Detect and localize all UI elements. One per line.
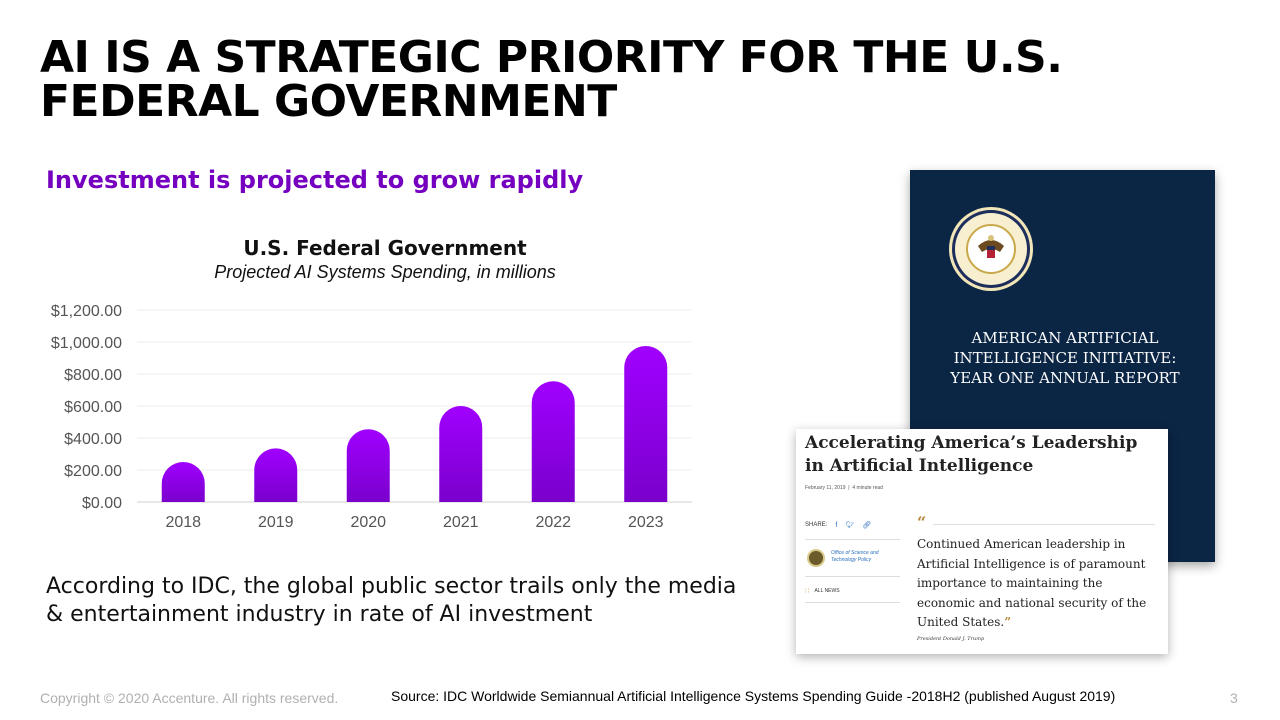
y-tick-label: $0.00 [82, 495, 122, 512]
divider [805, 539, 900, 540]
page-number: 3 [1230, 690, 1238, 706]
grid-icon: ∷ [805, 588, 810, 595]
y-tick-label: $200.00 [64, 463, 122, 480]
bar-2023 [624, 346, 668, 502]
article-date-text: February 11, 2019 [805, 485, 846, 491]
x-tick-label: 2022 [535, 514, 571, 531]
slide-caption: According to IDC, the global public sect… [46, 574, 737, 627]
x-tick-label: 2023 [628, 514, 664, 531]
slide-subtitle: Investment is projected to grow rapidly [46, 166, 584, 194]
article-card-image: Accelerating America’s Leadership in Art… [796, 429, 1168, 654]
report-title: AMERICAN ARTIFICIAL INTELLIGENCE INITIAT… [950, 329, 1180, 387]
article-read-time: 4 minute read [852, 485, 883, 491]
bar-2018 [161, 462, 205, 502]
y-axis-ticks: $0.00 $200.00 $400.00 $600.00 $800.00 $1,000.… [51, 303, 122, 512]
chart-subtitle: Projected AI Systems Spending, in millio… [214, 262, 556, 282]
twitter-icon[interactable]: 🐦︎ [845, 522, 855, 529]
bar-2021 [439, 406, 483, 502]
chart-bars [161, 346, 668, 502]
chart-title: U.S. Federal Government [243, 236, 527, 260]
ostp-seal-icon [807, 549, 825, 567]
x-axis-ticks: 2018 2019 2020 2021 2022 2023 [165, 514, 663, 531]
x-tick-label: 2020 [350, 514, 386, 531]
y-tick-label: $600.00 [64, 399, 122, 416]
copyright: Copyright © 2020 Accenture. All rights r… [40, 690, 339, 706]
share-row: SHARE: f 🐦︎ 🔗︎ [805, 521, 872, 530]
open-quote-icon: “ [917, 513, 927, 532]
y-tick-label: $400.00 [64, 431, 122, 448]
all-news-row[interactable]: ∷ ALL NEWS [805, 587, 840, 595]
all-news-link[interactable]: ALL NEWS [814, 588, 840, 594]
quote-divider [933, 524, 1155, 525]
office-link[interactable]: Office of Science and Technology Policy [831, 550, 879, 563]
bar-2019 [254, 448, 298, 502]
x-tick-label: 2019 [258, 514, 294, 531]
article-quote: Continued American leadership in Artific… [917, 535, 1152, 633]
article-date: February 11, 2019 | 4 minute read [805, 485, 883, 491]
source-note: Source: IDC Worldwide Semiannual Artific… [391, 688, 1116, 704]
y-tick-label: $1,000.00 [51, 335, 122, 352]
bar-chart: $0.00 $200.00 $400.00 $600.00 $800.00 $1,000.… [51, 303, 692, 531]
share-label: SHARE: [805, 522, 828, 528]
bar-2022 [531, 381, 575, 502]
y-tick-label: $800.00 [64, 367, 122, 384]
x-tick-label: 2021 [443, 514, 479, 531]
link-icon[interactable]: 🔗︎ [862, 522, 872, 529]
y-tick-label: $1,200.00 [51, 303, 122, 320]
divider [805, 576, 900, 577]
chart-gridlines [137, 309, 692, 503]
divider [805, 602, 900, 603]
quote-attribution: President Donald J. Trump [917, 636, 985, 642]
article-title: Accelerating America’s Leadership in Art… [805, 433, 1138, 476]
x-tick-label: 2018 [165, 514, 201, 531]
close-quote-icon: ” [1004, 615, 1012, 629]
presidential-seal-icon [949, 207, 1033, 291]
slide-title: AI IS A STRATEGIC PRIORITY FOR THE U.S. … [40, 32, 1063, 127]
quote-text: Continued American leadership in Artific… [917, 537, 1147, 629]
bar-2020 [346, 429, 390, 502]
facebook-icon[interactable]: f [835, 521, 838, 529]
